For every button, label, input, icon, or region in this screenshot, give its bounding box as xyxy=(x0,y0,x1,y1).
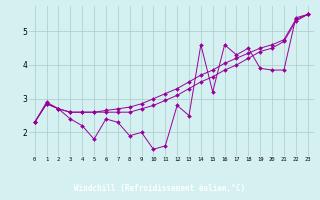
Text: Windchill (Refroidissement éolien,°C): Windchill (Refroidissement éolien,°C) xyxy=(75,184,245,193)
